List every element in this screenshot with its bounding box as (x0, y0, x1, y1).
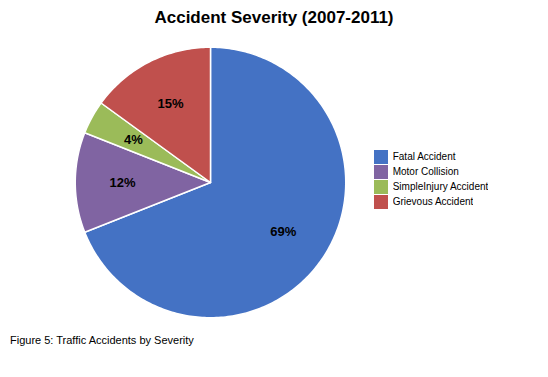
html-text:Fatal Accident: Fatal Accident (392, 151, 456, 162)
svg-text:12%: 12% (109, 175, 135, 190)
html-text:Accident Severity (2007-2011): Accident Severity (2007-2011) (154, 8, 394, 27)
html-text:Figure 5: Traffic Accidents by: Figure 5: Traffic Accidents by Severity (10, 334, 194, 346)
html-text:Grievous Accident: Grievous Accident (392, 196, 474, 207)
svg-text:69%: 69% (270, 224, 296, 239)
svg-text:15%: 15% (157, 96, 183, 111)
html-text:SimpleInjury Accident: SimpleInjury Accident (392, 181, 489, 192)
html-text:Motor Collision: Motor Collision (392, 166, 459, 177)
svg-text:4%: 4% (124, 132, 143, 147)
